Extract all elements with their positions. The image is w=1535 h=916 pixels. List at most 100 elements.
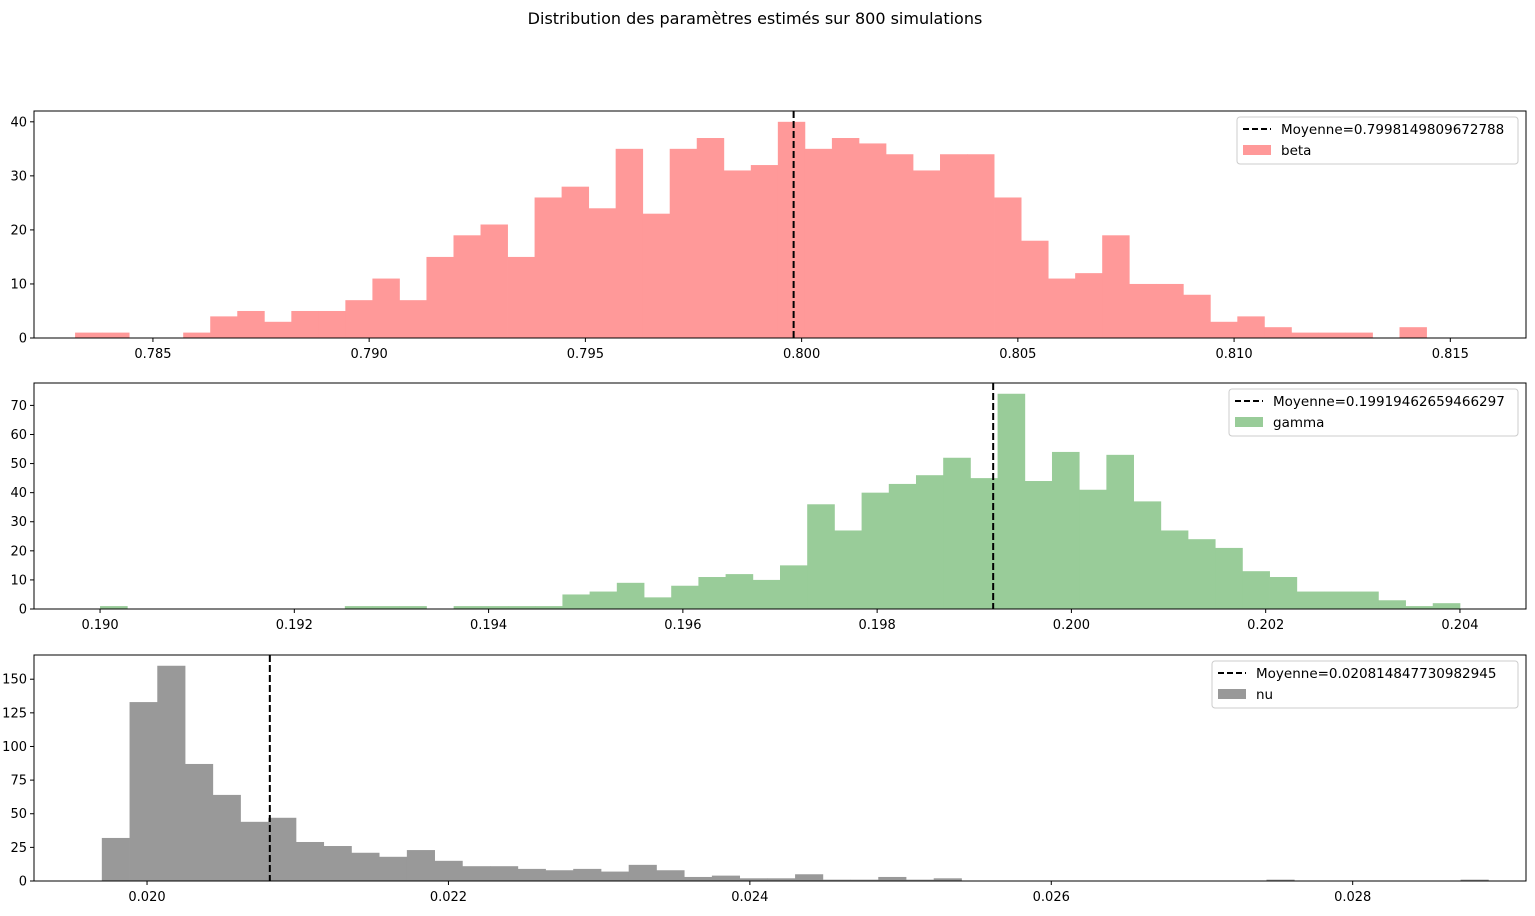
histogram-bar	[698, 577, 727, 609]
histogram-bar	[508, 606, 536, 609]
histogram-bar	[767, 878, 796, 881]
axes-frame	[33, 654, 1527, 882]
y-tick-label: 40	[10, 115, 27, 130]
legend-label: Moyenne=0.19919462659466297	[1273, 394, 1505, 410]
histogram-bar	[725, 574, 754, 609]
histogram-bar	[1296, 591, 1325, 609]
histogram-bar	[858, 143, 887, 338]
histogram-bars	[75, 121, 1427, 338]
x-axis: 0.785 0.790 0.795 0.800 0.805 0.810 0.815	[134, 338, 1469, 362]
histogram-bar	[75, 332, 103, 338]
histogram-bar	[157, 665, 186, 881]
legend: Moyenne=0.7998149809672788 beta	[1236, 116, 1519, 165]
histogram-bar	[183, 332, 211, 338]
histogram-bar	[507, 256, 535, 338]
histogram-bar	[426, 256, 454, 338]
x-tick-label: 0.192	[276, 618, 313, 633]
histogram-bar	[240, 821, 269, 881]
histogram-bar	[480, 224, 508, 338]
x-tick-label: 0.785	[134, 347, 171, 362]
histogram-bar	[1323, 591, 1352, 609]
x-tick-label: 0.024	[731, 890, 768, 905]
histogram-bar	[345, 300, 373, 338]
figure-title: Distribution des paramètres estimés sur …	[528, 9, 983, 28]
x-tick-label: 0.026	[1033, 890, 1070, 905]
y-tick-label: 10	[10, 573, 27, 588]
x-tick-label: 0.815	[1432, 347, 1469, 362]
legend-box	[1228, 388, 1519, 437]
histogram-bar	[212, 794, 241, 881]
histogram-bars	[101, 665, 1489, 881]
y-tick-label: 30	[10, 169, 27, 184]
histogram-bar	[372, 278, 400, 338]
histogram-bar	[406, 850, 435, 881]
legend-label: Moyenne=0.7998149809672788	[1281, 122, 1504, 138]
histogram-bar	[1183, 294, 1211, 338]
histogram-bar	[795, 874, 824, 881]
histogram-bar	[589, 591, 618, 609]
histogram-bar	[1378, 600, 1406, 609]
histogram-bar	[684, 876, 713, 881]
histogram-bar	[888, 483, 917, 609]
histogram-bar	[517, 868, 546, 881]
histogram-bar	[453, 235, 481, 338]
y-tick-label: 150	[2, 673, 27, 688]
histogram-bar	[1102, 235, 1130, 338]
histogram-bar	[671, 585, 699, 609]
histogram-bar	[318, 310, 346, 338]
histogram-bar	[1215, 547, 1243, 609]
histogram-bar	[834, 530, 862, 609]
y-tick-label: 50	[10, 807, 27, 822]
histogram-bar	[940, 154, 968, 338]
histogram-bar	[616, 582, 645, 609]
y-tick-label: 20	[10, 544, 27, 559]
histogram-bar	[615, 148, 644, 338]
subplot-3: 0.020 0.022 0.024 0.026 0.028 0 25 50 75 100 125 15…	[2, 654, 1527, 905]
histogram-bar	[831, 138, 860, 338]
histogram-bar	[295, 841, 325, 881]
histogram-bar	[1021, 240, 1049, 338]
legend-label: beta	[1281, 143, 1311, 159]
histogram-bar	[807, 504, 835, 609]
x-tick-label: 0.805	[999, 347, 1036, 362]
legend-box	[1211, 660, 1519, 709]
y-tick-label: 125	[2, 706, 27, 721]
x-tick-label: 0.795	[567, 347, 604, 362]
y-tick-label: 20	[10, 223, 27, 238]
histogram-bar	[1399, 327, 1427, 338]
histogram-bar	[905, 879, 935, 881]
histogram-bar	[739, 878, 768, 881]
histogram-bar	[210, 316, 238, 338]
histogram-bar	[669, 148, 698, 338]
y-tick-label: 50	[10, 457, 27, 472]
x-tick-label: 0.190	[81, 618, 118, 633]
y-tick-label: 100	[2, 740, 27, 755]
histogram-bar	[323, 846, 352, 881]
histogram-bar	[264, 321, 292, 338]
histogram-bar	[379, 856, 408, 881]
histogram-bar	[1432, 603, 1461, 609]
histogram-bar	[100, 606, 128, 609]
y-tick-label: 0	[19, 875, 27, 890]
x-tick-label: 0.194	[470, 618, 507, 633]
legend-box	[1236, 116, 1519, 165]
histogram-bar	[878, 876, 907, 881]
histogram-bar	[1075, 273, 1103, 338]
histogram-bar	[185, 763, 214, 881]
x-tick-label: 0.204	[1441, 618, 1478, 633]
histogram-bar	[1460, 879, 1489, 881]
histogram-bar	[850, 879, 879, 881]
histogram-bar	[562, 594, 591, 609]
histogram-bar	[588, 208, 617, 338]
histogram-bar	[1318, 332, 1346, 338]
histogram-bar	[656, 870, 685, 881]
y-tick-label: 30	[10, 515, 27, 530]
histogram-bar	[967, 154, 995, 338]
histogram-bar	[372, 606, 400, 609]
histogram-bar	[1345, 332, 1373, 338]
histogram-bar	[723, 170, 752, 338]
histogram-bar	[600, 871, 630, 881]
histogram-bar	[434, 860, 463, 881]
histogram-bar	[1237, 316, 1265, 338]
